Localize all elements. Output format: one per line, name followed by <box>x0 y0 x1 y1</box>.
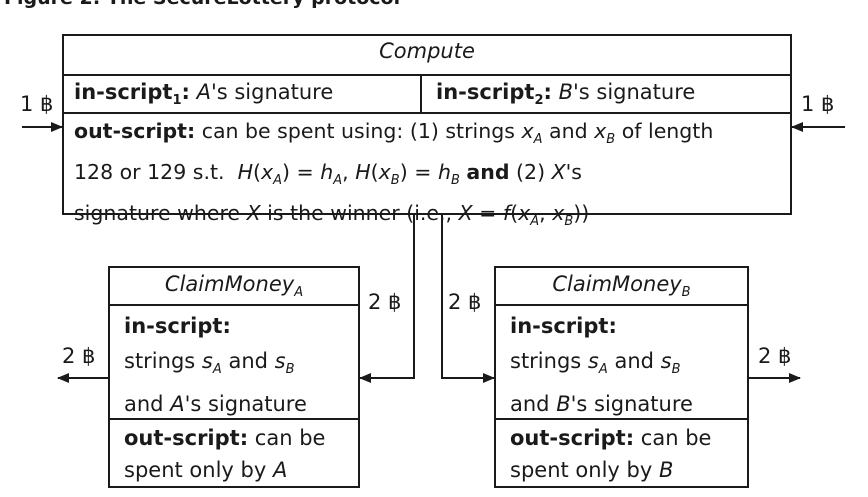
claim-money-b-box: ClaimMoneyB in-script: strings sA and sB… <box>494 266 749 488</box>
label-input-left: 1 ฿ <box>20 92 54 116</box>
label-to-claim-b: 2 ฿ <box>448 290 482 314</box>
compute-out-script: out-script: can be spent using: (1) stri… <box>74 115 713 238</box>
claim-a-in-script: in-script: strings sA and sB and A's sig… <box>124 314 307 417</box>
label-to-claim-a: 2 ฿ <box>368 290 402 314</box>
claim-b-out-script: out-script: can be spent only by B <box>510 426 712 482</box>
label-output-claim-a: 2 ฿ <box>62 344 96 368</box>
flow-to-claim-a <box>359 215 415 383</box>
out-script-line-3: signature where X is the winner (i.e., X… <box>74 201 590 230</box>
out-script-line-1: out-script: can be spent using: (1) stri… <box>74 119 714 148</box>
compute-in-script-1: in-script1: A's signature <box>74 80 334 109</box>
out-script-line-2: 128 or 129 s.t. H(xA) = hA, H(xB) = hB a… <box>74 160 582 189</box>
label-input-right: 1 ฿ <box>801 92 835 116</box>
claim-a-out-script: out-script: can be spent only by A <box>124 426 326 482</box>
flow-to-claim-b <box>441 215 495 383</box>
compute-title: Compute <box>379 39 475 63</box>
figure-title: Figure 2: The SecureLottery protocol <box>4 0 400 9</box>
claim-a-title: ClaimMoneyA <box>164 272 304 301</box>
compute-transaction-box: Compute in-script1: A's signature in-scr… <box>62 34 792 229</box>
claim-money-a-box: ClaimMoneyA in-script: strings sA and sB… <box>108 266 360 488</box>
claim-b-title: ClaimMoneyB <box>552 272 691 301</box>
label-output-claim-b: 2 ฿ <box>758 344 792 368</box>
claim-b-in-script: in-script: strings sA and sB and B's sig… <box>510 314 693 417</box>
compute-in-script-2: in-script2: B's signature <box>436 80 696 109</box>
